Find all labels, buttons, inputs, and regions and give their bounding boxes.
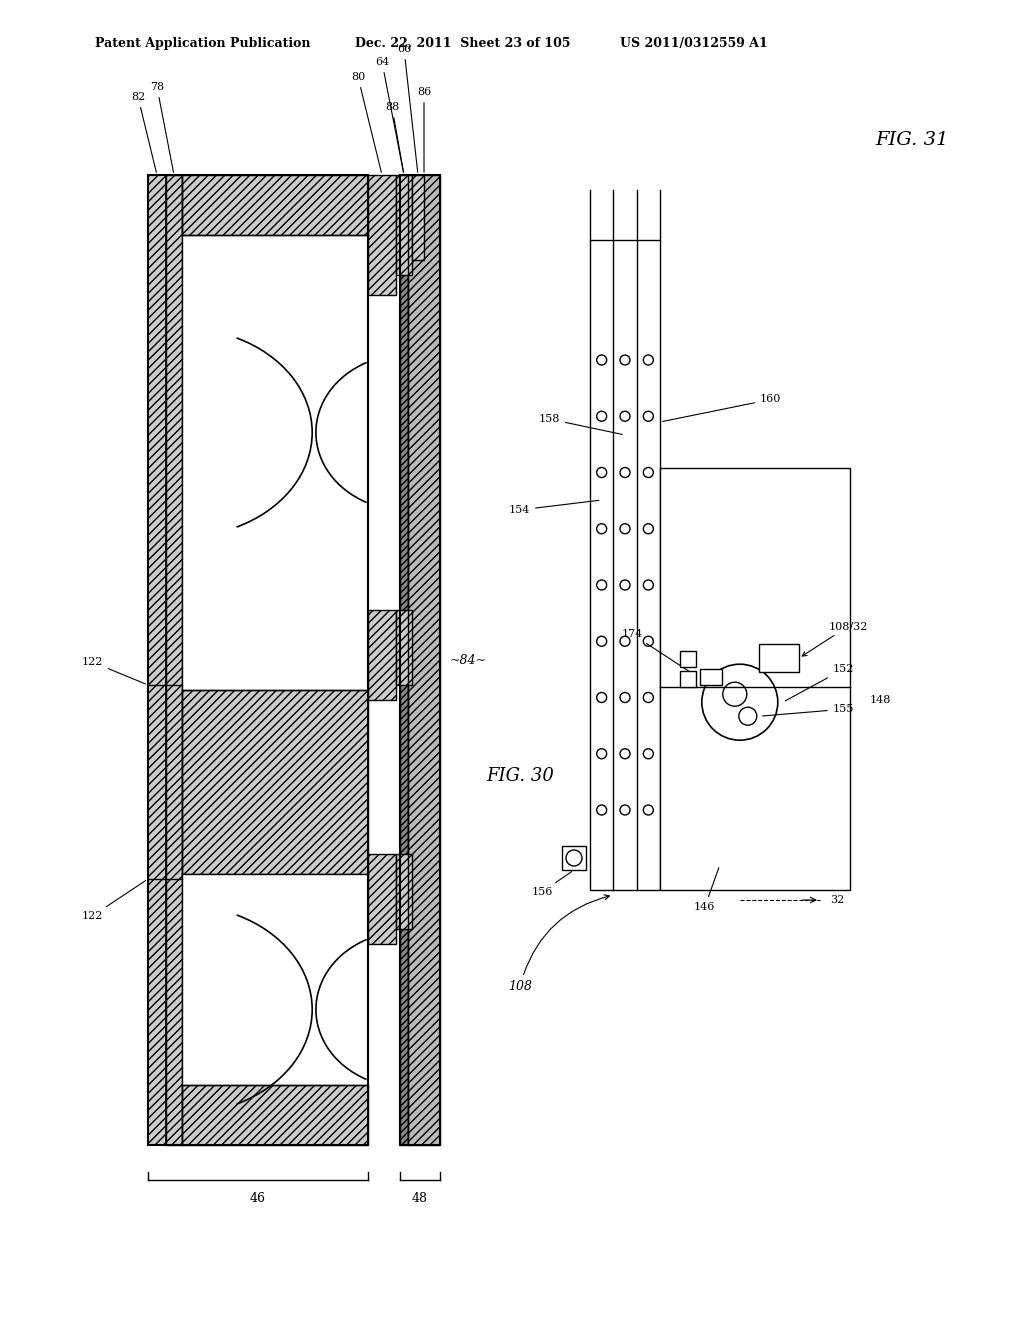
Text: 46: 46	[250, 1192, 266, 1204]
Bar	[412, 176, 424, 260]
Text: 80: 80	[351, 73, 381, 173]
Bar	[562, 846, 586, 870]
Bar	[182, 176, 368, 235]
Bar	[396, 176, 412, 275]
Text: 154: 154	[509, 500, 599, 515]
Text: 108/32: 108/32	[802, 622, 868, 656]
Text: 158: 158	[539, 414, 623, 434]
Text: 155: 155	[763, 704, 854, 715]
Text: 122: 122	[82, 880, 145, 921]
Bar	[660, 467, 850, 890]
Text: ~78~: ~78~	[238, 776, 274, 788]
Bar	[590, 240, 660, 890]
Bar	[166, 176, 182, 1144]
Bar	[400, 176, 440, 1144]
Bar	[759, 644, 799, 672]
Text: 160: 160	[663, 395, 781, 421]
Text: 48: 48	[412, 1192, 428, 1204]
Bar	[680, 651, 696, 667]
Text: 88: 88	[385, 102, 403, 173]
Bar	[182, 690, 368, 874]
Text: Dec. 22, 2011  Sheet 23 of 105: Dec. 22, 2011 Sheet 23 of 105	[355, 37, 570, 50]
Text: 122: 122	[82, 657, 145, 684]
Bar	[182, 1085, 368, 1144]
Bar	[368, 176, 396, 294]
Text: 64: 64	[375, 57, 403, 173]
Text: Patent Application Publication: Patent Application Publication	[95, 37, 310, 50]
Text: ~84~: ~84~	[450, 653, 486, 667]
Text: 82: 82	[131, 92, 157, 173]
Bar	[182, 176, 368, 690]
Text: ~60~: ~60~	[256, 1016, 294, 1030]
Bar	[400, 176, 408, 1144]
Text: 152: 152	[785, 664, 854, 701]
Text: US 2011/0312559 A1: US 2011/0312559 A1	[620, 37, 768, 50]
Bar	[368, 610, 396, 700]
Text: 146: 146	[694, 867, 719, 912]
Text: 78: 78	[150, 82, 173, 173]
Text: 174: 174	[622, 630, 695, 676]
Bar	[700, 669, 722, 685]
Bar	[368, 854, 396, 944]
Text: FIG. 31: FIG. 31	[874, 131, 948, 149]
Text: FIG. 30: FIG. 30	[486, 767, 554, 785]
Bar	[182, 874, 368, 1144]
Bar	[396, 854, 412, 929]
Text: 66: 66	[397, 44, 418, 172]
Text: 156: 156	[531, 871, 571, 898]
Bar	[680, 671, 696, 688]
Text: ~62~: ~62~	[256, 400, 294, 413]
Text: ~212~: ~212~	[372, 653, 417, 667]
Bar	[408, 176, 440, 1144]
Bar	[148, 176, 368, 1144]
Text: 86: 86	[417, 87, 431, 172]
Text: 108: 108	[508, 895, 609, 993]
Text: 32: 32	[829, 895, 844, 906]
Bar	[396, 610, 412, 685]
Text: 148: 148	[870, 694, 891, 705]
Bar	[148, 176, 166, 1144]
